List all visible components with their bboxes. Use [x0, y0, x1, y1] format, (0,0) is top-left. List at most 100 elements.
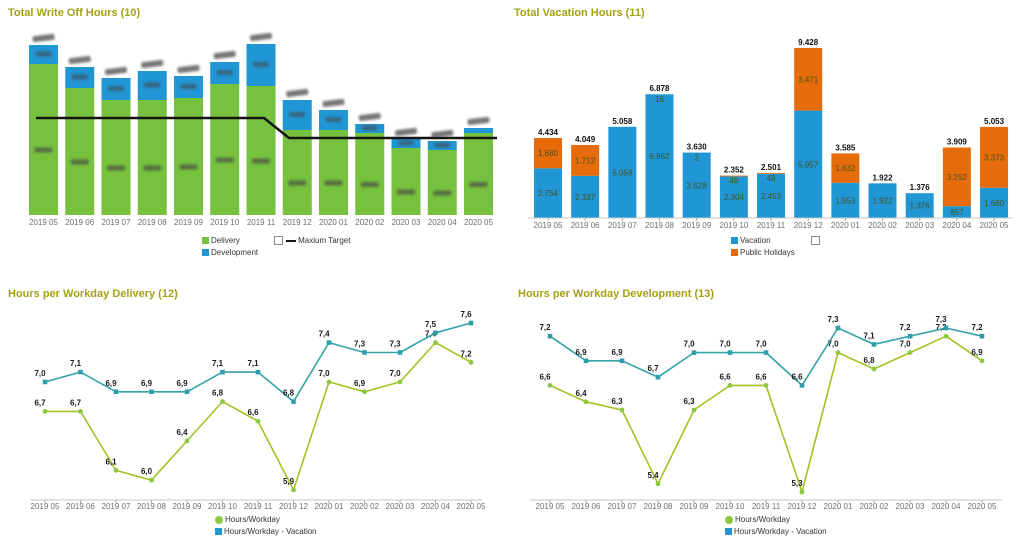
line-marker[interactable]: [619, 407, 625, 413]
public-holidays-bar-segment[interactable]: [980, 126, 1009, 188]
line-marker[interactable]: [835, 325, 841, 331]
legend-item-hours-workday[interactable]: Hours/Workday: [215, 515, 317, 524]
vacation-bar-segment[interactable]: [794, 110, 823, 218]
vacation-bar-segment[interactable]: [905, 193, 934, 218]
delivery-bar-segment[interactable]: [391, 148, 421, 215]
line-marker[interactable]: [655, 374, 661, 380]
line-marker[interactable]: [691, 350, 697, 355]
maxium-target-checkbox[interactable]: [274, 236, 284, 245]
line-marker[interactable]: [907, 350, 913, 355]
x-axis-label: 2020 03: [905, 221, 934, 230]
public-holidays-bar-segment[interactable]: [571, 144, 600, 176]
public-holidays-bar-segment[interactable]: [831, 153, 860, 183]
vacation-bar-segment[interactable]: [571, 175, 600, 218]
delivery-bar-segment[interactable]: [29, 64, 58, 215]
line-marker[interactable]: [184, 389, 190, 395]
line-marker[interactable]: [547, 333, 553, 339]
legend-item-delivery[interactable]: Delivery: [202, 236, 258, 245]
line-marker[interactable]: [42, 409, 48, 414]
line-marker[interactable]: [468, 359, 474, 365]
vacation-bar-segment[interactable]: [942, 206, 971, 218]
line-marker[interactable]: [979, 333, 985, 339]
line-marker[interactable]: [943, 333, 949, 339]
line-marker[interactable]: [691, 407, 697, 413]
line-marker[interactable]: [468, 320, 474, 326]
line-marker[interactable]: [979, 358, 985, 364]
line-marker[interactable]: [433, 330, 438, 336]
delivery-bar-segment[interactable]: [210, 84, 240, 215]
delivery-bar-segment[interactable]: [464, 133, 493, 215]
vacation-legend-checkbox[interactable]: [810, 236, 820, 245]
line-marker[interactable]: [78, 369, 83, 375]
line-marker[interactable]: [255, 418, 261, 424]
line-marker[interactable]: [727, 383, 733, 388]
line-marker[interactable]: [871, 366, 877, 372]
legend-item-development[interactable]: Development: [202, 248, 258, 257]
vacation-bar-segment[interactable]: [757, 173, 786, 218]
legend-item-vacation[interactable]: Vacation: [731, 236, 795, 245]
line-marker[interactable]: [184, 438, 190, 444]
line-marker[interactable]: [397, 350, 403, 355]
public-holidays-bar-segment[interactable]: [942, 147, 971, 207]
line-marker[interactable]: [763, 350, 769, 355]
vacation-bar-segment[interactable]: [719, 176, 748, 218]
line-marker[interactable]: [799, 489, 805, 495]
legend-item-hours-workday-vacation[interactable]: Hours/Workday - Vacation: [215, 527, 317, 536]
public-holidays-bar-segment[interactable]: [794, 48, 823, 111]
delivery-bar-segment[interactable]: [65, 88, 95, 215]
line-marker[interactable]: [763, 383, 769, 388]
line-marker[interactable]: [255, 369, 261, 375]
line-marker[interactable]: [113, 467, 119, 473]
line-marker[interactable]: [42, 379, 48, 385]
line-marker[interactable]: [433, 340, 438, 346]
delivery-bar-segment[interactable]: [246, 86, 276, 215]
line-marker[interactable]: [583, 399, 589, 405]
vacation-bar-segment[interactable]: [682, 152, 711, 218]
public-holidays-bar-segment[interactable]: [757, 172, 786, 174]
maxium-target-line[interactable]: [36, 116, 497, 140]
line-marker[interactable]: [943, 325, 949, 331]
vacation-bar-segment[interactable]: [534, 168, 562, 218]
line-marker[interactable]: [326, 379, 332, 385]
legend-item-public-holidays[interactable]: Public Holidays: [731, 248, 795, 257]
vacation-bar-segment[interactable]: [645, 94, 674, 218]
line-marker[interactable]: [149, 477, 154, 483]
delivery-bar-segment[interactable]: [282, 130, 312, 215]
legend-item-empty-checkbox[interactable]: [810, 236, 823, 245]
legend-item-maxium-target[interactable]: Maxium Target: [274, 236, 350, 245]
line-marker[interactable]: [220, 399, 225, 404]
line-marker[interactable]: [397, 379, 403, 385]
line-marker[interactable]: [619, 358, 625, 364]
line-marker[interactable]: [362, 350, 367, 355]
line-marker[interactable]: [362, 389, 367, 395]
line-marker[interactable]: [871, 342, 877, 347]
delivery-bar-segment[interactable]: [174, 98, 203, 215]
line-marker[interactable]: [583, 358, 589, 364]
line-marker[interactable]: [799, 383, 805, 388]
delivery-bar-segment[interactable]: [355, 133, 385, 215]
delivery-bar-segment[interactable]: [427, 150, 457, 215]
vacation-bar-segment[interactable]: [831, 182, 860, 218]
delivery-bar-segment[interactable]: [319, 130, 348, 215]
vacation-bar-segment[interactable]: [868, 183, 897, 218]
legend-item-hours-workday[interactable]: Hours/Workday: [725, 515, 827, 524]
line-marker[interactable]: [78, 409, 83, 414]
line-marker[interactable]: [291, 487, 296, 493]
line-marker[interactable]: [326, 340, 332, 345]
hours-workday-line[interactable]: [549, 335, 983, 493]
line-marker[interactable]: [727, 350, 733, 355]
line-marker[interactable]: [547, 383, 553, 388]
public-holidays-bar-segment[interactable]: [719, 175, 748, 177]
public-holidays-bar-segment[interactable]: [534, 138, 562, 169]
line-marker[interactable]: [220, 369, 225, 375]
vacation-bar-segment[interactable]: [980, 187, 1009, 218]
line-marker[interactable]: [291, 399, 296, 404]
line-marker[interactable]: [655, 481, 661, 487]
legend-item-hours-workday-vacation[interactable]: Hours/Workday - Vacation: [725, 527, 827, 536]
development-bar-segment[interactable]: [464, 128, 493, 133]
line-marker[interactable]: [113, 389, 119, 395]
line-marker[interactable]: [149, 389, 154, 395]
line-marker[interactable]: [907, 333, 913, 339]
line-marker[interactable]: [835, 350, 841, 355]
vacation-bar-segment[interactable]: [608, 126, 637, 218]
